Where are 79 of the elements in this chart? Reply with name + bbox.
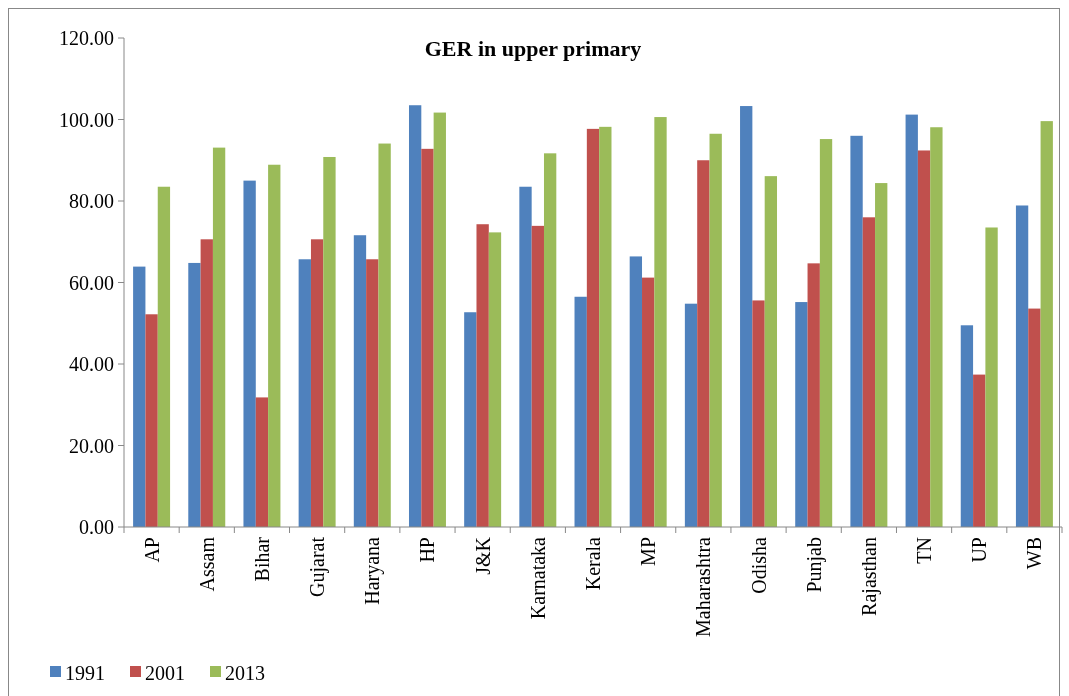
bar [1028,308,1041,527]
y-tick-label: 40.00 [69,353,114,375]
x-tick-label: TN [913,537,936,564]
bar [875,183,888,527]
bar [133,266,146,527]
bar [378,143,391,527]
bar [1040,121,1053,527]
y-tick-label: 80.00 [69,190,114,212]
bar [807,263,820,527]
x-tick-label: Bihar [250,536,273,582]
x-tick-label: UP [968,537,991,563]
bar [145,314,158,527]
x-tick-label: Odisha [747,536,770,594]
bar [310,239,324,527]
bar [519,186,532,527]
bar [268,164,281,527]
legend-label: 2013 [225,662,265,684]
legend-label: 2001 [145,662,185,684]
bar [212,147,226,527]
bar [642,277,655,527]
y-tick-label: 100.00 [59,108,114,131]
y-tick-label: 60.00 [69,271,114,294]
bar [157,186,171,527]
bar [200,239,213,527]
bar [985,227,998,527]
bar [421,148,434,527]
x-tick-label: Kerala [582,536,604,591]
x-tick-label: Rajasthan [857,537,881,616]
bar [973,374,986,527]
bar [243,180,256,527]
bar [795,302,808,527]
bar [917,150,931,527]
x-tick-label: Maharashtra [692,536,715,637]
chart-title: GER in upper primary [424,36,642,61]
bar [930,127,943,527]
x-tick-label: J&K [471,536,494,575]
y-tick-label: 20.00 [69,434,114,457]
x-tick-label: WB [1023,537,1046,570]
legend-label: 1991 [65,662,105,684]
bar [697,160,710,527]
x-tick-label: AP [140,537,163,563]
bar [531,225,544,527]
bar [752,300,765,527]
bar [323,156,336,527]
y-tick-label: 0.00 [79,516,114,538]
x-tick-label: Karnataka [526,536,549,620]
bar [476,224,489,527]
bar [850,135,863,527]
x-tick-label: Gujarat [306,536,330,597]
bar [298,259,311,527]
x-tick-label: Assam [195,536,218,592]
bar [684,303,698,527]
bar [764,176,778,527]
bar [960,325,974,527]
x-tick-label: Punjab [802,537,826,593]
bar [543,153,557,527]
bar [464,312,477,527]
bar [819,139,833,527]
bar [488,232,502,527]
bar [862,217,876,527]
bar [353,235,367,527]
bar [433,112,446,527]
bar [408,105,422,527]
bar [1015,205,1029,527]
bar [366,259,379,527]
bar [629,256,643,527]
bar [574,296,587,527]
x-tick-label: MP [637,537,660,566]
bar [654,117,667,527]
x-tick-label: HP [416,537,439,563]
x-tick-label: Haryana [361,536,385,605]
bar [586,128,600,527]
bar [740,106,753,527]
bar [599,126,612,527]
bar [255,397,269,527]
y-tick-label: 120.00 [59,27,114,49]
bar [709,133,722,527]
bar [188,262,201,527]
bar [905,114,918,527]
